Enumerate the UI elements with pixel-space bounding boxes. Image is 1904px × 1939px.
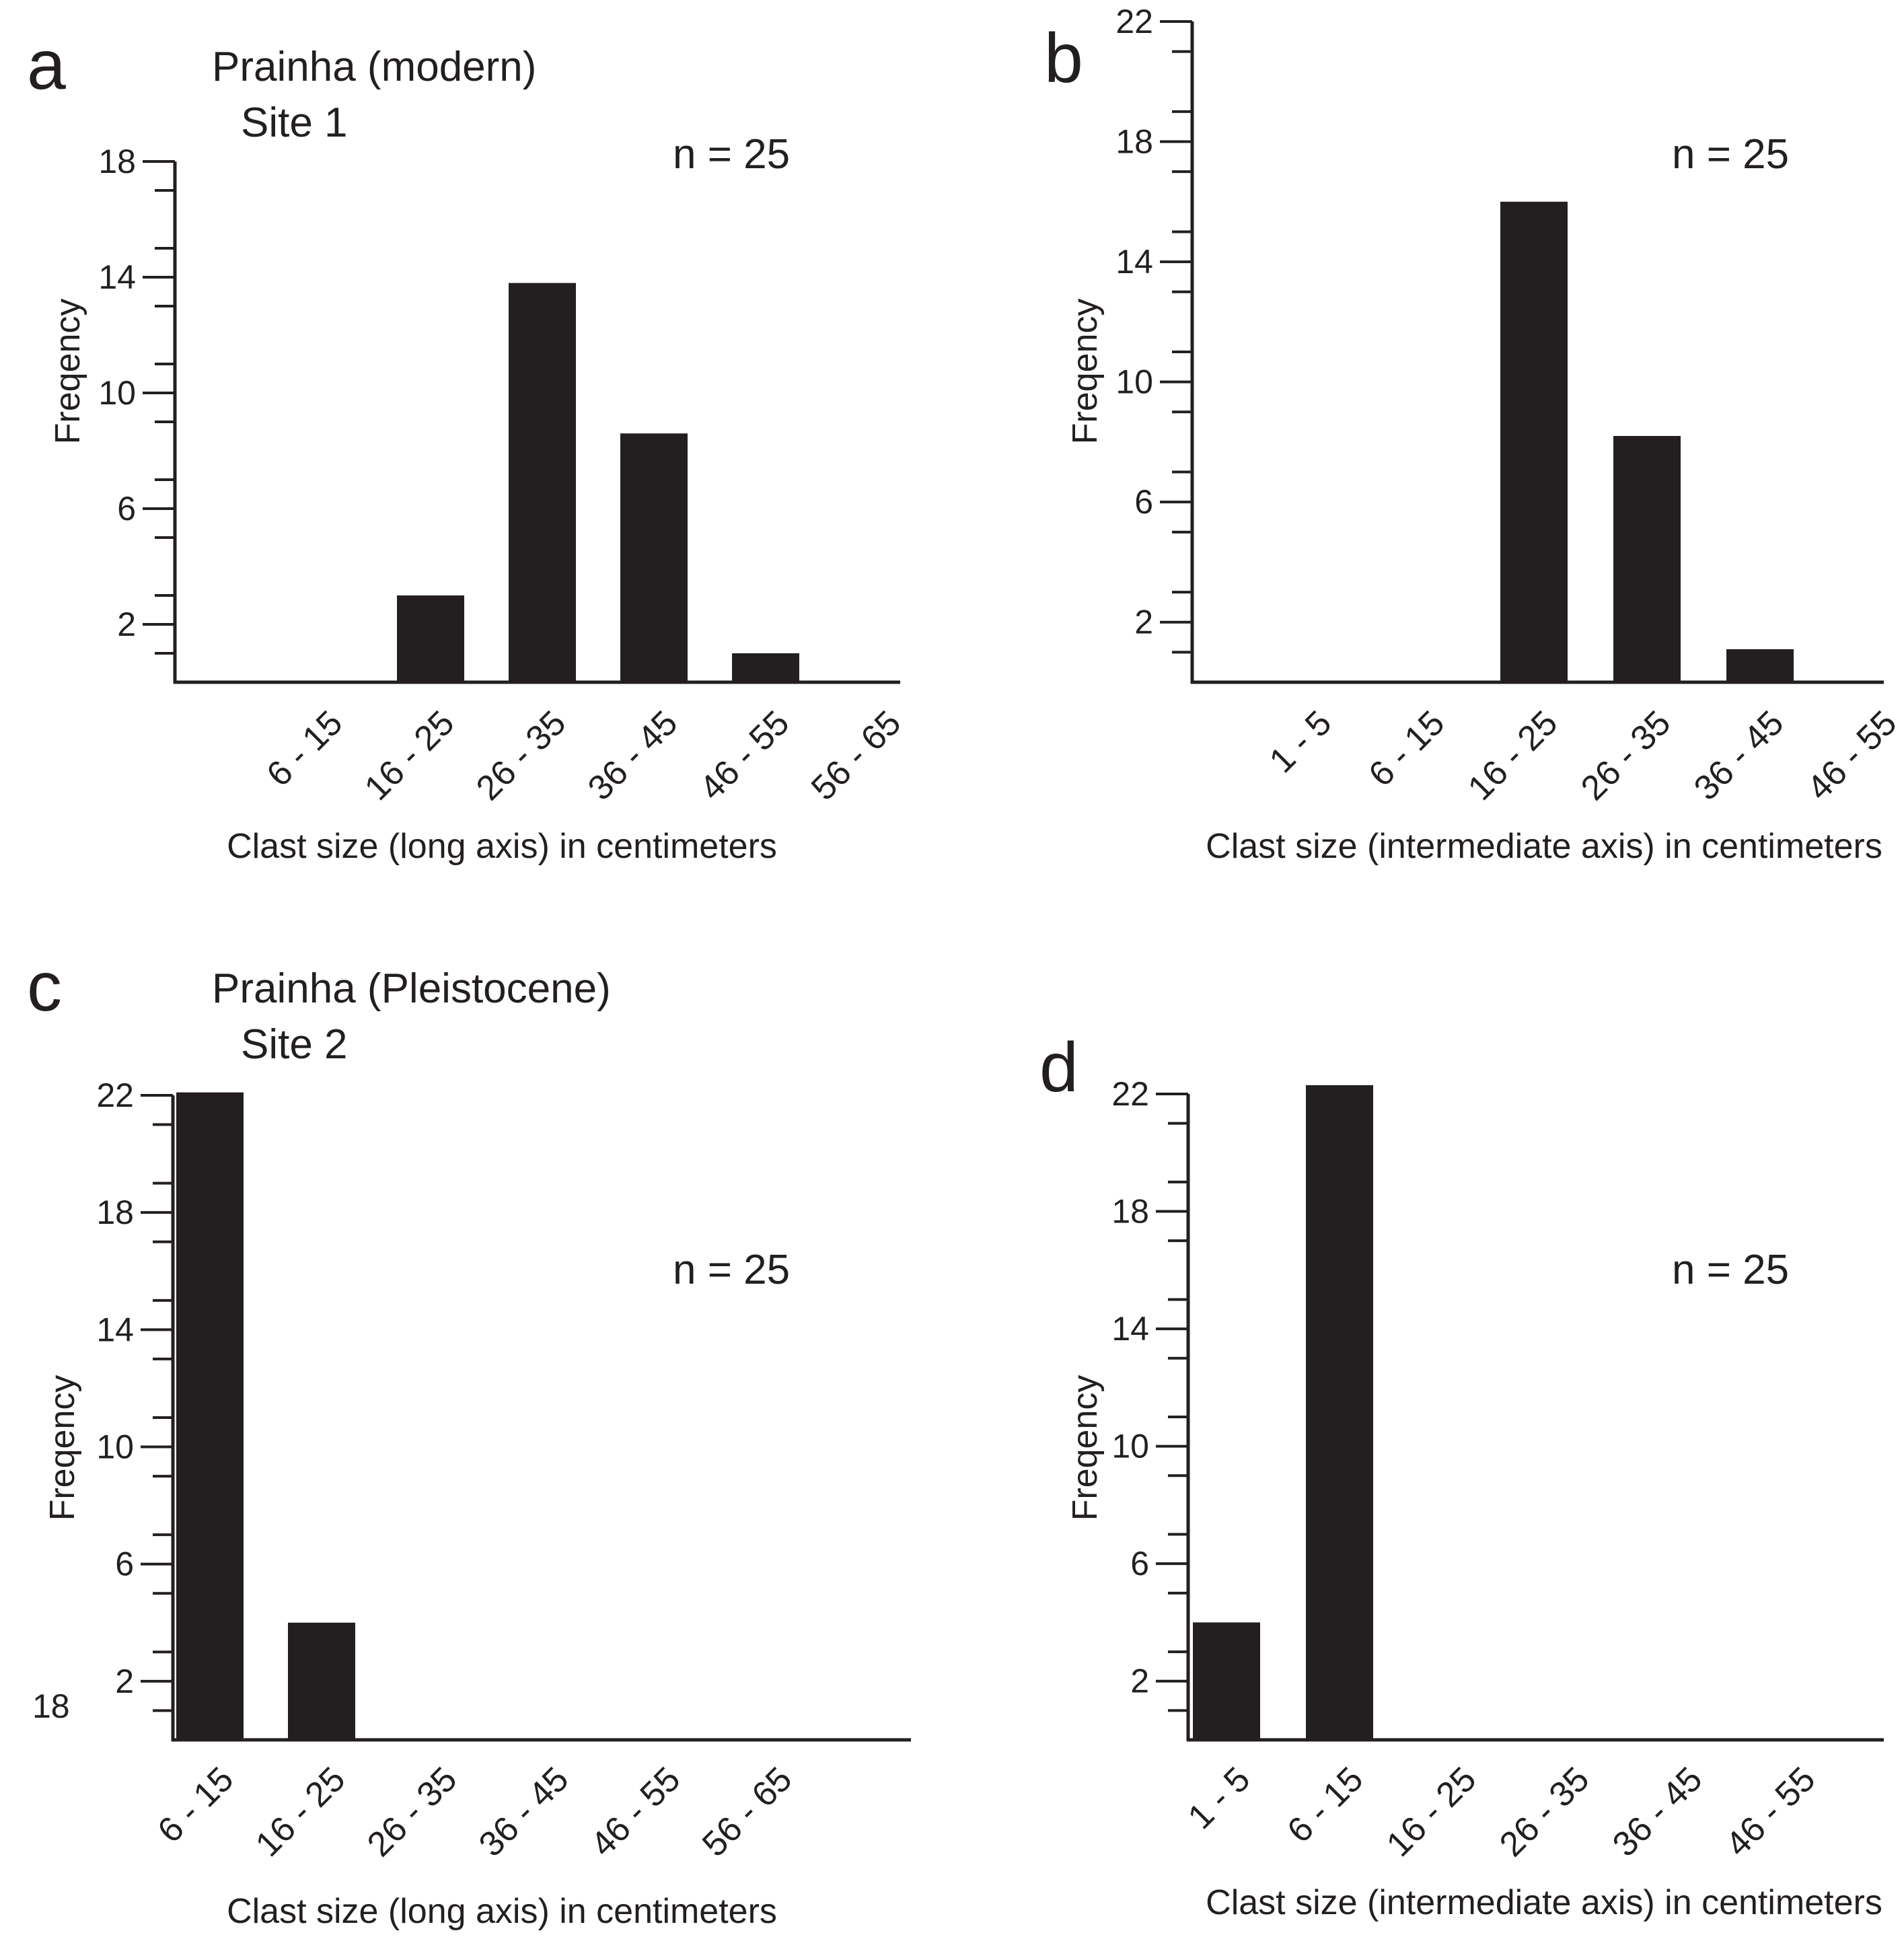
- panel-a-category-label: 36 - 45: [581, 703, 685, 807]
- panel-d-bar-1: [1193, 1622, 1260, 1740]
- panel-c-subtitle: Site 2: [241, 1021, 348, 1068]
- panel-c-category-label: 46 - 55: [583, 1759, 688, 1864]
- panel-c-category-label: 6 - 15: [150, 1759, 241, 1850]
- panel-b-y-tick-label: 18: [1115, 123, 1153, 161]
- panel-c-y-tick-label: 6: [115, 1545, 134, 1583]
- panel-a-bar-2: [397, 595, 464, 682]
- panel-a-subtitle: Site 1: [241, 100, 348, 146]
- panel-a-bar-3: [509, 283, 576, 683]
- panel-d-sample-size: n = 25: [1672, 1247, 1789, 1293]
- panel-d-y-tick-label: 18: [1111, 1193, 1149, 1231]
- panel-a-sample-size: n = 25: [673, 131, 790, 178]
- panel-a-category-label: 6 - 15: [259, 703, 350, 794]
- panel-d-category-label: 1 - 5: [1181, 1759, 1258, 1837]
- panel-c-y-tick-label: 2: [115, 1662, 134, 1700]
- panel-d-y-tick-label: 14: [1111, 1310, 1149, 1348]
- panel-c-category-label: 26 - 35: [360, 1759, 464, 1864]
- panel-b-y-tick-label: 6: [1134, 483, 1153, 521]
- panel-b-y-tick-label: 10: [1115, 363, 1153, 401]
- panel-c-title: Prainha (Pleistocene): [212, 965, 611, 1012]
- panel-d-category-label: 46 - 55: [1718, 1759, 1823, 1864]
- panel-d-category-label: 36 - 45: [1605, 1759, 1710, 1864]
- panel-d-x-axis-label: Clast size (intermediate axis) in centim…: [1206, 1883, 1882, 1922]
- stray-axis-label: 18: [32, 1687, 70, 1725]
- panel-b-bar-4: [1613, 435, 1681, 682]
- panel-d-y-tick-label: 6: [1130, 1545, 1149, 1582]
- panel-b-category-label: 46 - 55: [1800, 703, 1904, 807]
- panel-b-category-label: 6 - 15: [1361, 703, 1452, 794]
- panel-d-y-axis-label: Freqency: [1066, 1375, 1105, 1521]
- panel-b-bar-3: [1500, 201, 1568, 682]
- panel-c-sample-size: n = 25: [673, 1247, 790, 1293]
- panel-b-letter: b: [1044, 20, 1083, 98]
- panel-d-y-tick-label: 10: [1111, 1428, 1149, 1465]
- panel-d-y-tick-label: 22: [1111, 1075, 1149, 1113]
- panel-b-sample-size: n = 25: [1672, 131, 1789, 178]
- panel-b-y-tick-label: 2: [1134, 603, 1153, 641]
- panel-d-bar-2: [1306, 1085, 1373, 1740]
- panel-b-category-label: 16 - 25: [1461, 703, 1565, 807]
- panel-c-category-label: 56 - 65: [695, 1759, 799, 1864]
- panel-b-bar-5: [1726, 649, 1794, 682]
- panel-a-x-axis-label: Clast size (long axis) in centimeters: [227, 827, 777, 866]
- panel-a-y-tick-label: 18: [98, 143, 136, 180]
- panel-c-y-tick-label: 18: [96, 1194, 134, 1231]
- panel-b-category-label: 1 - 5: [1262, 703, 1340, 780]
- panel-c-category-label: 36 - 45: [472, 1759, 576, 1864]
- panel-b-y-tick-label: 22: [1115, 3, 1153, 40]
- panel-b-category-label: 26 - 35: [1574, 703, 1678, 807]
- panel-c-category-label: 16 - 25: [248, 1759, 353, 1864]
- panel-d-letter: d: [1039, 1029, 1078, 1107]
- panel-b-category-label: 36 - 45: [1687, 703, 1791, 807]
- panel-c-y-tick-label: 14: [96, 1311, 134, 1348]
- panel-c-bar-1: [176, 1092, 244, 1740]
- panel-a-y-axis-label: Freqency: [48, 299, 87, 445]
- panel-a-category-label: 16 - 25: [357, 703, 462, 807]
- panel-a-bar-4: [620, 433, 688, 682]
- panel-b-x-axis-label: Clast size (intermediate axis) in centim…: [1206, 827, 1882, 866]
- panel-c-bar-2: [288, 1622, 355, 1740]
- panel-c-letter: c: [27, 948, 62, 1026]
- panel-b-y-tick-label: 14: [1115, 243, 1153, 281]
- panel-b-y-axis-label: Freqency: [1066, 299, 1105, 445]
- panel-a-letter: a: [27, 26, 66, 104]
- panel-a-y-tick-label: 6: [117, 490, 136, 527]
- panel-c-y-tick-label: 10: [96, 1428, 134, 1466]
- panel-c-x-axis-label: Clast size (long axis) in centimeters: [227, 1892, 777, 1931]
- panel-d-category-label: 16 - 25: [1379, 1759, 1484, 1864]
- panel-d-category-label: 26 - 35: [1492, 1759, 1597, 1864]
- panel-a-y-tick-label: 2: [117, 606, 136, 643]
- panel-a-category-label: 46 - 55: [692, 703, 797, 807]
- panel-a-bar-5: [732, 653, 799, 682]
- panel-c-y-tick-label: 22: [96, 1076, 134, 1114]
- panel-a-category-label: 26 - 35: [469, 703, 573, 807]
- panel-a-y-tick-label: 10: [98, 374, 136, 412]
- panel-a-title: Prainha (modern): [212, 44, 536, 90]
- panel-a-category-label: 56 - 65: [804, 703, 908, 807]
- panel-a-y-tick-label: 14: [98, 258, 136, 296]
- panel-d-y-tick-label: 2: [1130, 1662, 1149, 1700]
- panel-d-category-label: 6 - 15: [1280, 1759, 1370, 1850]
- panel-c-y-axis-label: Freqency: [43, 1375, 82, 1521]
